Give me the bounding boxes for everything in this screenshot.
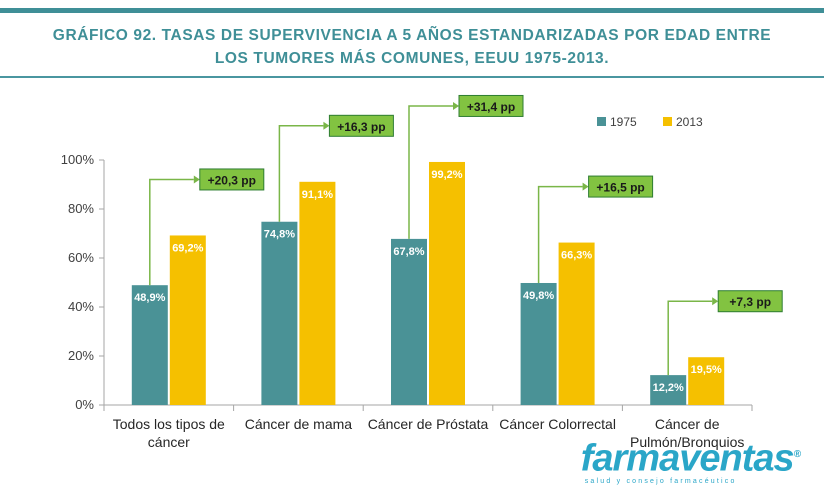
x-category-label: Cáncer Colorrectal [499, 416, 616, 432]
difference-arrowhead [193, 175, 200, 184]
chart-title-line-1: GRÁFICO 92. TASAS DE SUPERVIVENCIA A 5 A… [52, 27, 772, 44]
difference-callout-box [328, 114, 394, 137]
legend-label-2013: 2013 [676, 115, 703, 129]
data-label-2013: 19,5% [691, 364, 722, 376]
data-label-2013: 69,2% [172, 242, 203, 254]
bar-1975 [650, 375, 687, 405]
difference-callout-box [717, 290, 783, 313]
bar-2013 [688, 357, 725, 405]
legend-swatch-2013 [663, 117, 672, 126]
difference-connector [149, 178, 194, 286]
logo-brand: farmaventas [580, 437, 795, 480]
difference-callout-label: +16,5 pp [596, 181, 644, 195]
difference-connector [278, 125, 324, 222]
difference-callout-label: +16,3 pp [337, 120, 385, 134]
y-tick-label: 100% [61, 152, 95, 167]
difference-callout-label: +7,3 pp [729, 295, 771, 309]
bar-1975 [131, 285, 168, 405]
data-label-1975: 67,8% [393, 246, 424, 258]
bar-2013 [169, 235, 206, 405]
y-tick-label: 60% [68, 250, 94, 265]
difference-arrowhead [323, 121, 330, 130]
difference-connector [667, 300, 713, 376]
legend-label-1975: 1975 [610, 115, 637, 129]
difference-arrowhead [453, 101, 459, 110]
x-category-label: Cáncer de Próstata [368, 416, 489, 432]
y-tick-label: 40% [68, 299, 94, 314]
data-label-1975: 48,9% [134, 292, 165, 304]
difference-callout-label: +20,3 pp [208, 173, 256, 187]
difference-callout-box [199, 168, 265, 191]
y-tick-label: 80% [68, 201, 94, 216]
y-tick-label: 0% [75, 397, 94, 412]
data-label-1975: 74,8% [264, 229, 295, 241]
bar-2013 [299, 181, 336, 405]
difference-callout-label: +31,4 pp [467, 100, 515, 114]
x-category-label: cáncer [148, 434, 190, 450]
bar-1975 [520, 282, 557, 405]
difference-connector [408, 105, 453, 239]
difference-callout-box [588, 175, 654, 198]
data-label-2013: 99,2% [431, 169, 462, 181]
logo-registered: ® [793, 449, 801, 460]
legend-swatch-1975 [597, 117, 606, 126]
difference-connector [537, 185, 583, 283]
bar-2013 [429, 161, 465, 405]
farmaventas-logo: farmaventas® salud y consejo farmacéutic… [580, 436, 801, 485]
chart-title-line-2: LOS TUMORES MÁS COMUNES, EEUU 1975-2013. [214, 50, 610, 67]
title-box: GRÁFICO 92. TASAS DE SUPERVIVENCIA A 5 A… [0, 13, 824, 78]
logo-tagline: salud y consejo farmacéutico [584, 477, 737, 485]
x-category-label: Pulmón/Bronquios [630, 434, 744, 450]
difference-arrowhead [582, 182, 589, 191]
data-label-2013: 91,1% [302, 189, 333, 201]
y-tick-label: 20% [68, 348, 94, 363]
bar-2013 [558, 242, 595, 405]
x-category-label: Cáncer de [655, 416, 720, 432]
bar-1975 [391, 238, 427, 405]
title-top-rule [0, 8, 824, 13]
x-category-label: Todos los tipos de [113, 416, 225, 432]
bar-1975 [261, 221, 298, 405]
data-label-2013: 66,3% [561, 250, 592, 262]
x-category-label: Cáncer de mama [245, 416, 353, 432]
difference-callout-box [458, 94, 524, 117]
data-label-1975: 12,2% [653, 382, 684, 394]
data-label-1975: 49,8% [523, 290, 554, 302]
difference-arrowhead [712, 297, 719, 306]
